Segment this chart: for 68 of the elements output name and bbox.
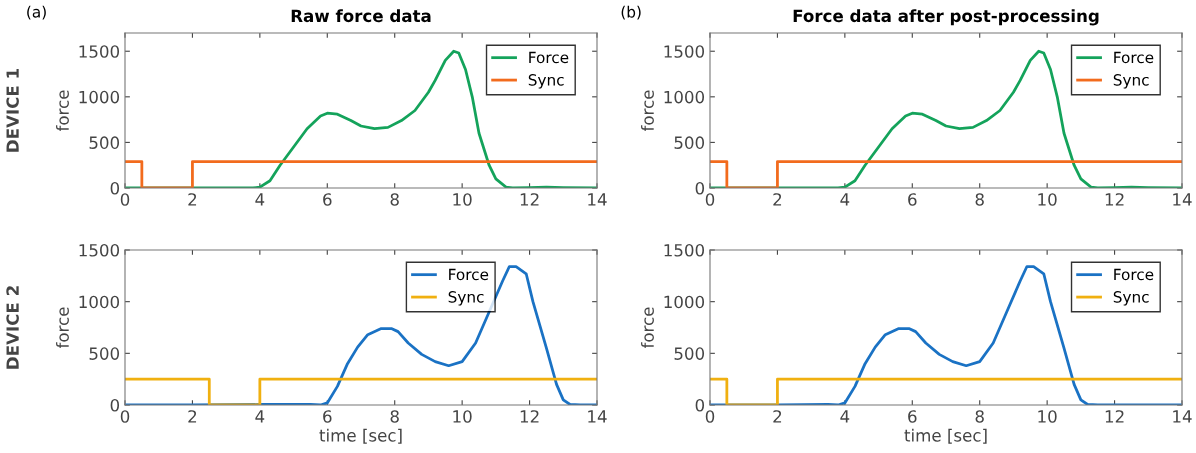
legend-label: Sync bbox=[1113, 74, 1149, 89]
x-tick-label: 6 bbox=[908, 410, 917, 423]
x-tick-label: 8 bbox=[390, 193, 399, 206]
x-tick-label: 0 bbox=[705, 410, 715, 423]
y-tick-label: 500 bbox=[89, 136, 120, 149]
y-tick-label: 500 bbox=[674, 347, 705, 360]
x-tick-label: 8 bbox=[390, 410, 399, 423]
chart-title: Force data after post-processing bbox=[793, 9, 1099, 26]
x-tick-label: 8 bbox=[975, 410, 984, 423]
x-tick-label: 14 bbox=[1173, 193, 1192, 206]
x-tick-label: 2 bbox=[773, 193, 782, 206]
y-axis-title: force bbox=[56, 90, 69, 132]
y-tick-label: 0 bbox=[695, 181, 705, 195]
legend-label: Sync bbox=[448, 291, 484, 306]
y-tick-label: 1500 bbox=[664, 243, 705, 257]
x-tick-label: 2 bbox=[188, 410, 197, 423]
chart-title: Raw force data bbox=[291, 9, 431, 23]
x-axis-title: time [sec] bbox=[319, 428, 402, 444]
y-axis-title: force bbox=[641, 90, 654, 132]
y-axis-title: force bbox=[56, 307, 69, 349]
x-tick-label: 10 bbox=[1038, 193, 1057, 206]
x-tick-label: 10 bbox=[453, 410, 472, 423]
x-tick-label: 12 bbox=[520, 193, 539, 206]
x-tick-label: 0 bbox=[120, 193, 130, 206]
x-tick-label: 4 bbox=[255, 193, 265, 206]
legend-label: Force bbox=[1114, 268, 1154, 281]
y-tick-label: 1000 bbox=[79, 90, 120, 104]
x-axis-title: time [sec] bbox=[904, 428, 987, 444]
text: (b) bbox=[621, 5, 641, 20]
y-tick-label: 500 bbox=[89, 347, 120, 360]
y-tick-label: 1500 bbox=[664, 45, 705, 58]
x-tick-label: 12 bbox=[520, 410, 539, 423]
x-tick-label: 14 bbox=[588, 193, 607, 206]
y-axis-title: force bbox=[641, 307, 654, 349]
legend-label: Sync bbox=[528, 74, 564, 89]
x-tick-label: 14 bbox=[588, 410, 607, 423]
x-tick-label: 2 bbox=[773, 410, 782, 423]
y-tick-label: 1000 bbox=[79, 295, 120, 309]
x-tick-label: 6 bbox=[323, 410, 332, 423]
legend-label: Force bbox=[529, 51, 569, 64]
legend-label: Force bbox=[1114, 51, 1154, 64]
y-tick-label: 0 bbox=[110, 181, 120, 195]
y-tick-label: 1500 bbox=[79, 243, 120, 257]
x-tick-label: 0 bbox=[705, 193, 715, 206]
legend-label: Sync bbox=[1113, 291, 1149, 306]
text: (a) bbox=[27, 5, 46, 20]
x-tick-label: 2 bbox=[188, 193, 197, 206]
x-tick-label: 4 bbox=[840, 410, 850, 423]
x-tick-label: 10 bbox=[453, 193, 472, 206]
x-tick-label: 10 bbox=[1038, 410, 1057, 423]
y-tick-label: 0 bbox=[110, 398, 120, 412]
x-tick-label: 12 bbox=[1105, 193, 1124, 206]
x-tick-label: 8 bbox=[975, 193, 984, 206]
y-tick-label: 1000 bbox=[664, 90, 705, 104]
text: DEVICE 1 bbox=[6, 68, 19, 152]
x-tick-label: 6 bbox=[908, 193, 917, 206]
x-tick-label: 4 bbox=[255, 410, 265, 423]
text: DEVICE 2 bbox=[6, 286, 19, 369]
y-tick-label: 500 bbox=[674, 136, 705, 149]
legend-label: Force bbox=[449, 268, 489, 281]
x-tick-label: 14 bbox=[1173, 410, 1192, 423]
x-tick-label: 0 bbox=[120, 410, 130, 423]
x-tick-label: 6 bbox=[323, 193, 332, 206]
x-tick-label: 4 bbox=[840, 193, 850, 206]
y-tick-label: 0 bbox=[695, 398, 705, 412]
y-tick-label: 1500 bbox=[79, 45, 120, 58]
y-tick-label: 1000 bbox=[664, 295, 705, 309]
x-tick-label: 12 bbox=[1105, 410, 1124, 423]
